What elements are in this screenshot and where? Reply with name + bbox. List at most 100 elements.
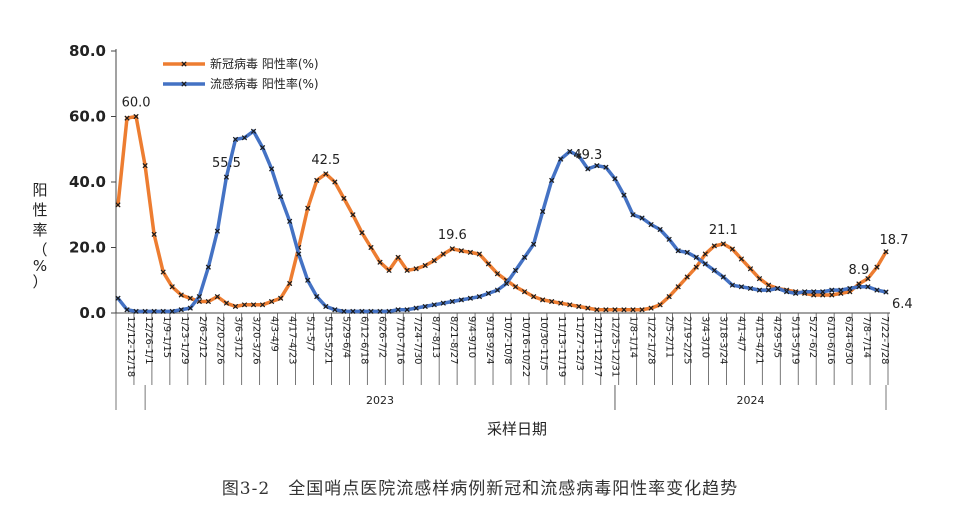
data-point xyxy=(549,177,555,183)
y-tick-label: 60.0 xyxy=(69,108,106,126)
data-point xyxy=(223,300,230,306)
data-point xyxy=(350,212,356,218)
data-point xyxy=(296,251,302,257)
data-point xyxy=(368,308,374,314)
data-point xyxy=(287,280,293,287)
figure-caption: 图3-2 全国哨点医院流感样病例新冠和流感病毒阳性率变化趋势 xyxy=(221,479,739,499)
data-point xyxy=(820,289,826,295)
x-tick-label: 7/24-7/30 xyxy=(412,316,423,365)
year-label: 2023 xyxy=(366,394,394,407)
data-point xyxy=(404,307,410,313)
x-tick-label: 4/29-5/5 xyxy=(771,316,782,358)
data-point xyxy=(738,256,745,262)
data-point xyxy=(359,230,365,236)
data-point xyxy=(259,144,266,151)
data-point xyxy=(350,308,356,314)
x-tick-label: 1/9-1/15 xyxy=(161,316,172,358)
x-tick-label: 11/13-11/19 xyxy=(556,316,567,377)
data-point xyxy=(576,303,582,310)
series-covid: 60.0 42.5 19.6 21.1 8.9 18.7 xyxy=(115,96,908,313)
x-tick-label: 2/5-2/11 xyxy=(664,316,675,358)
data-point xyxy=(178,307,184,313)
data-point xyxy=(512,284,519,290)
data-point xyxy=(856,284,862,290)
y-axis-title: 阳性率（%） xyxy=(32,181,47,291)
data-point xyxy=(540,297,546,303)
x-tick-label: 4/17-4/23 xyxy=(287,316,298,365)
x-tick-label: 9/18-9/24 xyxy=(484,316,495,365)
data-point xyxy=(639,215,645,221)
data-point xyxy=(187,295,193,301)
x-tick-label: 12/12-12/18 xyxy=(125,316,136,377)
data-point xyxy=(612,176,618,182)
data-point xyxy=(196,294,202,300)
data-point xyxy=(314,294,320,300)
x-tick-label: 4/15-4/21 xyxy=(753,316,764,365)
data-point xyxy=(377,259,383,265)
data-point xyxy=(594,307,600,313)
x-tick-label: 12/11-12/17 xyxy=(592,316,603,377)
data-point xyxy=(214,294,221,300)
data-point xyxy=(449,246,455,252)
series-influenza: 55.5 49.3 6.4 xyxy=(115,128,913,314)
data-point xyxy=(603,164,609,170)
data-point xyxy=(621,307,627,313)
data-point xyxy=(558,300,564,306)
x-tick-label: 3/20-3/26 xyxy=(251,316,262,365)
data-point xyxy=(729,282,736,288)
data-point xyxy=(630,212,636,218)
data-point xyxy=(657,302,663,308)
data-point xyxy=(720,241,726,247)
x-tick-label: 10/2-10/8 xyxy=(502,316,513,365)
x-axis-title: 采样日期 xyxy=(487,420,547,438)
x-tick-label: 2/20-2/26 xyxy=(215,316,226,365)
data-point xyxy=(268,166,275,172)
data-point xyxy=(567,148,573,155)
data-point xyxy=(386,267,392,274)
data-point xyxy=(558,156,564,162)
x-tick-label: 6/24-6/30 xyxy=(843,316,854,365)
data-point xyxy=(332,179,338,185)
data-point xyxy=(458,248,464,254)
x-tick-label: 10/16-10/22 xyxy=(520,316,531,377)
x-tick-label: 6/12-6/18 xyxy=(358,316,369,365)
data-point xyxy=(648,305,654,311)
data-point xyxy=(476,251,483,257)
data-point xyxy=(368,244,374,251)
data-point xyxy=(666,294,672,300)
x-tick-label: 8/7-8/13 xyxy=(430,316,441,358)
data-point xyxy=(133,113,139,120)
data-point xyxy=(422,262,428,269)
data-point xyxy=(268,298,275,305)
data-point xyxy=(169,284,175,290)
data-point xyxy=(440,300,446,306)
data-point xyxy=(205,264,211,270)
data-point xyxy=(305,277,311,283)
data-point xyxy=(711,267,717,274)
data-point xyxy=(756,287,763,293)
data-label: 6.4 xyxy=(892,297,913,312)
data-point xyxy=(341,308,347,314)
data-point xyxy=(142,308,148,314)
x-tick-label: 8/21-8/27 xyxy=(448,316,459,365)
data-point xyxy=(278,295,284,301)
data-point xyxy=(314,177,320,183)
data-point xyxy=(395,307,401,313)
x-tick-label: 1/23-1/29 xyxy=(179,316,190,365)
data-point xyxy=(449,298,455,305)
x-tick-label: 7/10-7/16 xyxy=(394,316,405,365)
data-point xyxy=(259,302,266,308)
data-point xyxy=(603,307,609,313)
data-point xyxy=(802,289,808,295)
x-tick-label: 5/27-6/2 xyxy=(807,316,818,358)
data-point xyxy=(765,282,772,288)
data-point xyxy=(494,271,501,277)
x-tick-label: 5/13-5/19 xyxy=(789,316,800,365)
x-tick-label: 3/4-3/10 xyxy=(699,316,710,358)
data-point xyxy=(214,228,221,234)
data-point xyxy=(151,231,157,238)
data-point xyxy=(747,285,754,292)
data-point xyxy=(865,275,871,282)
data-point xyxy=(530,294,537,300)
